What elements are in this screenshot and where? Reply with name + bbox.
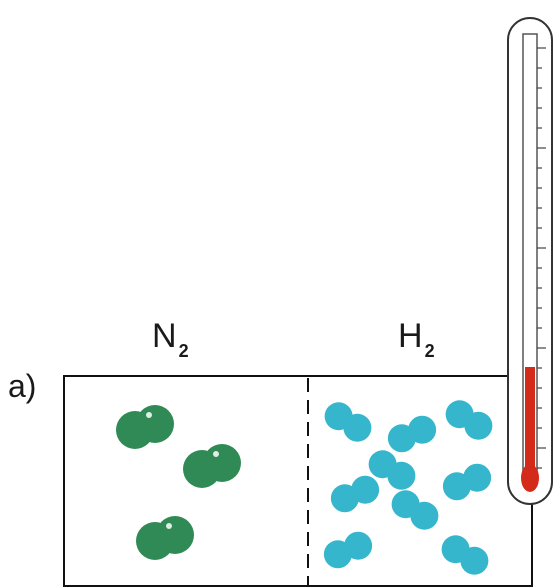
h2-molecule <box>441 535 489 575</box>
h2-molecule <box>323 531 373 569</box>
h2-molecule <box>387 415 437 453</box>
h2-subscript: 2 <box>424 341 435 361</box>
thermometer-icon <box>507 17 553 505</box>
h2-symbol: H <box>398 317 423 355</box>
h2-molecule <box>442 463 492 501</box>
n2-molecules <box>116 405 241 560</box>
n2-molecule <box>136 516 194 560</box>
thermometer-liquid <box>525 367 535 478</box>
h2-molecule <box>368 450 416 490</box>
h2-molecule <box>324 402 372 442</box>
n2-symbol: N <box>152 317 177 355</box>
part-label: a) <box>8 368 37 404</box>
h2-molecule <box>330 475 380 513</box>
h2-molecule <box>445 400 493 440</box>
h2-molecules <box>323 400 493 575</box>
h2-molecule <box>391 490 439 530</box>
n2-molecule <box>116 405 174 449</box>
n2-subscript: 2 <box>178 341 189 361</box>
thermometer-bulb <box>521 464 539 492</box>
n2-molecule <box>183 444 241 488</box>
thermometer-scale <box>537 47 546 469</box>
